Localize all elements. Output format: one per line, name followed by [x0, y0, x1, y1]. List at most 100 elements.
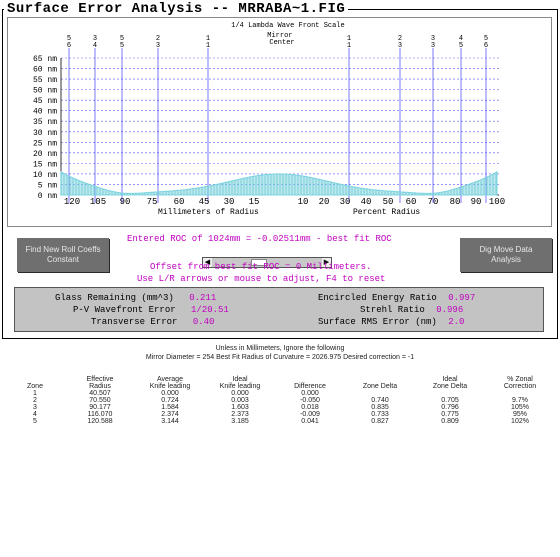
y-tick-label: 30 nm — [33, 129, 57, 138]
roc-line: Entered ROC of 1024mm = -0.02511mm - bes… — [127, 234, 392, 244]
zone-table-cell: -0.009 — [300, 411, 320, 418]
y-tick-label: 10 nm — [33, 171, 57, 180]
zone-marker-top: 5 — [67, 35, 71, 43]
zone-table-cell: 0.733 — [371, 411, 389, 418]
zone-table-header: Ideal — [232, 376, 248, 383]
zone-table-header: Zone Delta — [362, 383, 398, 390]
zone-table-cell: 70.550 — [89, 397, 111, 404]
zone-table-cell: 105% — [511, 404, 529, 411]
dig-move-data-label: Dig Move Data Analysis — [479, 245, 533, 264]
slider-left-arrow-icon[interactable]: ◀ — [203, 258, 212, 267]
transverse-error: Transverse Error 0.40 — [91, 317, 214, 327]
x-tick-percent: 100 — [489, 197, 505, 207]
strehl-ratio-label: Strehl Ratio — [360, 305, 425, 315]
zone-table-cell: 40.507 — [89, 390, 111, 397]
zone-table-cell: 1.603 — [231, 404, 249, 411]
zone-marker-top: 5 — [120, 35, 124, 43]
zone-marker-top: 1 — [347, 35, 351, 43]
zone-table-cell — [345, 390, 415, 397]
zone-table-cell: 3 — [33, 404, 37, 411]
window-title: Surface Error Analysis -- MRRABA~1.FIG — [4, 0, 349, 18]
transverse-error-value: 0.40 — [192, 317, 215, 327]
zone-table-cell: 0.018 — [301, 404, 319, 411]
y-tick-label: 20 nm — [33, 150, 57, 159]
zone-table-cell: 0.003 — [231, 397, 249, 404]
zone-table-cell: 0.000 — [161, 390, 179, 397]
encircled-energy: Encircled Energy Ratio 0.997 — [318, 293, 475, 303]
zone-marker-bottom: 1 — [347, 42, 351, 50]
zone-table-cell: 2.373 — [231, 411, 249, 418]
strehl-ratio: Strehl Ratio 0.996 — [360, 305, 463, 315]
y-tick-label: 65 nm — [33, 55, 57, 64]
x-tick-percent: 20 — [319, 197, 330, 207]
zone-marker-top: 3 — [93, 35, 97, 43]
zone-table-cell: 1.584 — [161, 404, 179, 411]
zone-table-header — [275, 376, 345, 383]
zone-table-cell: 0.796 — [441, 404, 459, 411]
dig-move-data-button[interactable]: Dig Move Data Analysis — [460, 238, 552, 272]
zone-table-cell: -0.050 — [300, 397, 320, 404]
zone-marker-bottom: 6 — [484, 42, 488, 50]
x-tick-percent: 50 — [383, 197, 394, 207]
zone-table-header: Knife leading — [219, 383, 261, 390]
x-tick-mm: 15 — [249, 197, 260, 207]
glass-remaining-value: 0.211 — [189, 293, 217, 303]
zone-table-cell: 0.835 — [371, 404, 389, 411]
x-tick-mm: 30 — [224, 197, 235, 207]
zone-table-header: Ideal — [442, 376, 458, 383]
roc-slider[interactable]: ◀ ▶ — [202, 257, 332, 268]
zone-table-cell: 90.177 — [89, 404, 111, 411]
zone-marker-bottom: 6 — [67, 42, 71, 50]
zone-table-cell: 1 — [33, 390, 37, 397]
x-label-percent: Percent Radius — [353, 208, 420, 217]
zone-table-cell: 102% — [511, 418, 529, 425]
zone-table-cell: 120.588 — [87, 418, 113, 425]
x-tick-percent: 10 — [298, 197, 309, 207]
surface-plot: 1/4 Lambda Wave Front Scale Mirror Cente… — [7, 17, 552, 227]
x-tick-percent: 30 — [340, 197, 351, 207]
stats-panel: Glass Remaining (mm^3) 0.211 P-V Wavefro… — [14, 287, 544, 332]
x-tick-mm: 75 — [147, 197, 158, 207]
zone-marker-top: 4 — [459, 35, 463, 43]
center-label-center: Center — [269, 39, 294, 47]
zone-table-row: 1 40.507 0.000 0.000 0.000 — [5, 390, 555, 397]
zone-table-header: Zone Delta — [432, 383, 468, 390]
x-tick-mm: 60 — [174, 197, 185, 207]
zone-table-header: Zone — [27, 383, 43, 390]
y-tick-label: 0 nm — [38, 192, 57, 201]
zone-table-cell: 3.185 — [231, 418, 249, 425]
x-tick-percent: 90 — [471, 197, 482, 207]
encircled-energy-value: 0.997 — [448, 293, 476, 303]
zone-table-cell: 9.7% — [512, 397, 528, 404]
zone-table-header-row: Zone Radius Knife leading Knife leading Diff… — [5, 383, 555, 390]
report-note: Unless in Millimeters, Ignore the follow… — [215, 345, 345, 352]
plot-title: 1/4 Lambda Wave Front Scale — [231, 22, 344, 30]
x-tick-mm: 120 — [64, 197, 80, 207]
zone-marker-bottom: 3 — [398, 42, 402, 50]
zone-table-cell: 4 — [33, 411, 37, 418]
zone-table-cell: 0.705 — [441, 397, 459, 404]
x-tick-mm: 105 — [90, 197, 106, 207]
zone-table-row: 3 90.177 1.584 1.603 0.018 0.835 0.796 105% — [5, 404, 555, 411]
find-roll-coeffs-button[interactable]: Find New Roll Coeffs Constant — [17, 238, 109, 272]
zone-table-header — [345, 376, 415, 383]
slider-right-arrow-icon[interactable]: ▶ — [322, 258, 331, 267]
y-tick-label: 40 nm — [33, 108, 57, 117]
zone-table-header: Effective — [86, 376, 114, 383]
slider-thumb[interactable] — [251, 259, 267, 266]
x-axis-ticks: 120 105 90 75 60 45 30 15 10 20 30 40 50 60 70 80 90 100 — [64, 197, 505, 207]
zone-table-header: Difference — [294, 383, 326, 390]
y-tick-label: 25 nm — [33, 139, 57, 148]
zone-table-row: 5 120.588 3.144 3.185 0.041 0.827 0.809 102% — [5, 418, 555, 425]
x-tick-percent: 70 — [428, 197, 439, 207]
zone-table-cell: 0.041 — [301, 418, 319, 425]
zone-marker-bottom: 1 — [206, 42, 210, 50]
pv-wavefront-value: 1/20.51 — [191, 305, 229, 315]
y-tick-label: 50 nm — [33, 87, 57, 96]
zone-marker-bottom: 4 — [93, 42, 97, 50]
transverse-error-label: Transverse Error — [91, 317, 178, 327]
pv-wavefront-error: P-V Wavefront Error 1/20.51 — [73, 305, 229, 315]
strehl-ratio-value: 0.996 — [436, 305, 464, 315]
zone-table: Effective Average Ideal Ideal % Zonal Zone Rad… — [5, 376, 555, 425]
